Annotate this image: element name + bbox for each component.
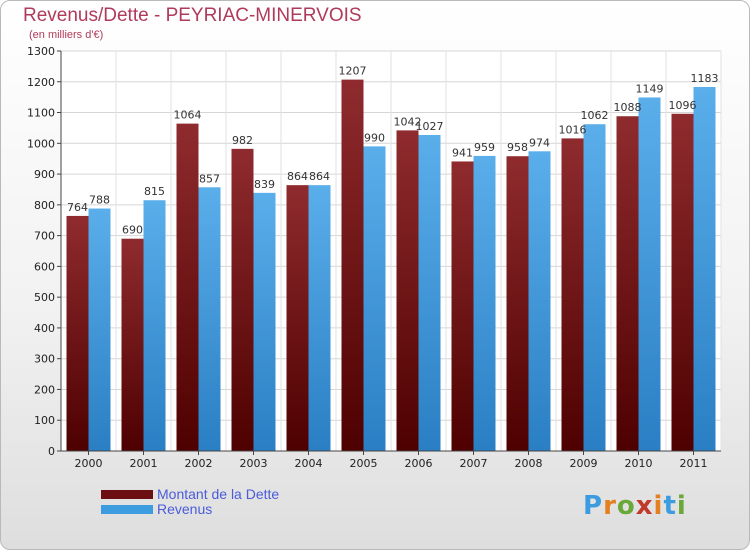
y-tick-label: 500 — [34, 291, 55, 304]
bar-revenue — [308, 185, 331, 451]
data-label: 1042 — [394, 115, 422, 128]
data-label: 990 — [364, 131, 385, 144]
proxiti-logo: Proxiti — [583, 491, 687, 521]
y-tick-label: 400 — [34, 322, 55, 335]
data-label: 764 — [67, 201, 88, 214]
bar-debt — [286, 185, 309, 451]
legend-swatch-debt — [101, 490, 153, 499]
data-label: 959 — [474, 141, 495, 154]
data-label: 788 — [89, 194, 110, 207]
bar-debt — [66, 215, 89, 451]
y-tick-label: 100 — [34, 414, 55, 427]
y-tick-label: 1200 — [27, 76, 55, 89]
bar-revenue — [88, 208, 111, 451]
data-label: 1096 — [669, 99, 697, 112]
data-label: 1062 — [581, 109, 609, 122]
bar-debt — [616, 116, 639, 451]
y-tick-label: 300 — [34, 353, 55, 366]
x-tick-label: 2002 — [185, 457, 213, 470]
bar-debt — [396, 130, 419, 451]
logo-letter: o — [616, 491, 636, 521]
data-label: 1149 — [636, 82, 664, 95]
data-label: 839 — [254, 178, 275, 191]
y-tick-label: 1100 — [27, 107, 55, 120]
data-label: 864 — [309, 170, 330, 183]
data-label: 974 — [529, 136, 550, 149]
bar-revenue — [473, 155, 496, 451]
y-tick-label: 700 — [34, 230, 55, 243]
logo-letter: r — [603, 491, 617, 521]
chart-subtitle: (en milliers d'€) — [29, 29, 104, 41]
bar-revenue — [693, 87, 716, 451]
x-tick-label: 2010 — [625, 457, 653, 470]
y-tick-label: 0 — [48, 445, 55, 458]
bar-debt — [176, 123, 199, 451]
data-label: 982 — [232, 134, 253, 147]
data-label: 690 — [122, 224, 143, 237]
data-label: 857 — [199, 172, 220, 185]
data-label: 1027 — [416, 120, 444, 133]
data-label: 1088 — [614, 101, 642, 114]
bar-debt — [506, 156, 529, 451]
legend-label-debt: Montant de la Dette — [157, 486, 280, 502]
x-tick-label: 2011 — [680, 457, 708, 470]
bar-debt — [341, 79, 364, 451]
data-label: 1207 — [339, 65, 367, 78]
logo-letter: i — [653, 491, 664, 521]
y-tick-label: 1000 — [27, 137, 55, 150]
data-label: 958 — [507, 141, 528, 154]
x-tick-label: 2009 — [570, 457, 598, 470]
data-label: 1183 — [691, 72, 719, 85]
x-tick-label: 2004 — [295, 457, 323, 470]
data-label: 815 — [144, 185, 165, 198]
x-tick-label: 2007 — [460, 457, 488, 470]
x-tick-label: 2005 — [350, 457, 378, 470]
bar-revenue — [528, 151, 551, 452]
x-tick-label: 2006 — [405, 457, 433, 470]
x-tick-label: 2008 — [515, 457, 543, 470]
logo-letter: t — [663, 491, 677, 521]
data-label: 1064 — [174, 109, 202, 122]
x-tick-label: 2003 — [240, 457, 268, 470]
bar-revenue — [198, 187, 221, 452]
bar-debt — [671, 113, 694, 452]
y-tick-label: 1300 — [27, 45, 55, 58]
chart-title: Revenus/Dette - PEYRIAC-MINERVOIS — [23, 5, 362, 26]
y-tick-label: 900 — [34, 168, 55, 181]
bar-debt — [561, 138, 584, 451]
bar-revenue — [418, 135, 441, 451]
y-tick-label: 800 — [34, 199, 55, 212]
logo-letter: i — [676, 491, 687, 521]
logo-letter: P — [583, 491, 604, 521]
bar-debt — [451, 161, 474, 451]
y-tick-label: 200 — [34, 383, 55, 396]
bar-debt — [231, 148, 254, 451]
bar-revenue — [638, 97, 661, 451]
x-tick-label: 2001 — [130, 457, 158, 470]
data-label: 941 — [452, 146, 473, 159]
legend-swatch-revenue — [101, 505, 153, 514]
bar-revenue — [363, 146, 386, 451]
bar-revenue — [253, 192, 276, 451]
data-label: 864 — [287, 170, 308, 183]
bar-revenue — [583, 124, 606, 451]
x-tick-label: 2000 — [75, 457, 103, 470]
logo-letter: x — [635, 491, 654, 521]
data-label: 1016 — [559, 123, 587, 136]
y-tick-label: 600 — [34, 260, 55, 273]
legend-label-revenue: Revenus — [157, 501, 213, 517]
bar-debt — [121, 238, 144, 451]
bar-revenue — [143, 200, 166, 451]
